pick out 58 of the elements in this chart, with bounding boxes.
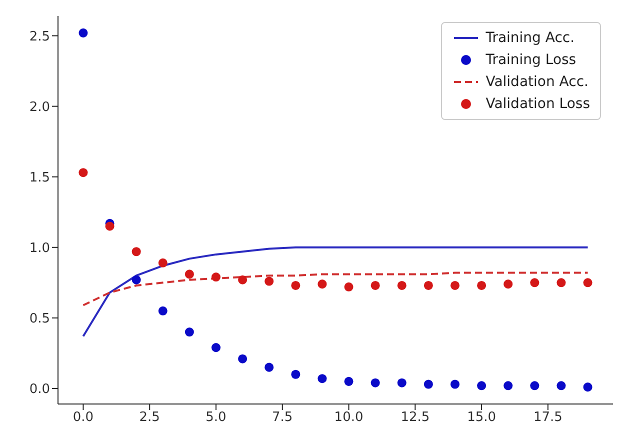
point [318,280,327,289]
x-tick-label: 17.5 [533,410,562,426]
legend-label: Validation Loss [486,95,590,114]
point [397,280,406,290]
point [583,382,592,392]
point [530,278,540,288]
y-tick-label: 1.5 [29,170,50,186]
point [583,278,592,288]
point [450,380,460,389]
point [450,280,460,290]
point [211,343,221,352]
point [370,280,380,290]
point [291,280,300,290]
x-tick-label: 5.0 [206,410,226,426]
line-series [82,246,589,338]
legend-label: Training Acc. [486,29,575,48]
point [211,272,221,282]
point [344,282,354,292]
point [184,328,194,337]
point [78,28,88,38]
point [424,380,433,389]
point [238,354,248,364]
point [238,275,248,284]
y-tick-label: 2.0 [29,100,50,115]
legend-label: Training Loss [486,51,576,70]
point [158,258,168,268]
point [78,168,88,178]
point [504,280,513,289]
point [318,374,327,384]
y-tick-label: 0.0 [29,382,50,398]
point [504,381,513,390]
point [397,378,406,388]
point [132,247,141,256]
point [344,376,354,386]
point [291,370,300,379]
point [556,381,566,390]
point [424,280,433,290]
x-tick-label: 15.0 [467,410,496,426]
legend-label: Validation Acc. [486,73,588,92]
point [264,276,274,286]
point [477,381,486,390]
point [184,270,194,279]
point [132,275,141,284]
point [264,362,274,372]
point [477,280,486,290]
y-tick-label: 1.0 [29,241,50,256]
x-tick-label: 0.0 [72,410,94,426]
point [530,381,540,390]
x-tick-label: 2.5 [139,410,160,426]
x-tick-label: 7.5 [272,410,293,426]
point [105,222,114,231]
y-tick-label: 0.5 [29,312,50,327]
point [158,306,168,316]
x-tick-label: 12.5 [400,410,430,426]
point [370,378,380,388]
y-tick-label: 2.5 [29,29,50,44]
x-tick-label: 10.0 [334,410,364,426]
point [556,278,566,288]
